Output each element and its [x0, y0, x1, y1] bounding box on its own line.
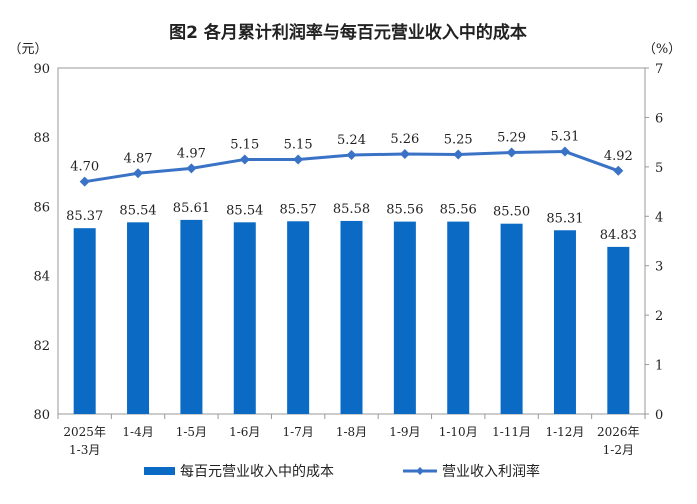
- bar-data-label: 85.61: [173, 201, 210, 216]
- line-data-label: 5.15: [230, 137, 259, 152]
- line-data-label: 4.97: [177, 146, 206, 161]
- right-tick-label: 3: [655, 260, 663, 275]
- x-tick-label: 2025年: [63, 425, 106, 439]
- bar: [500, 223, 523, 414]
- left-tick-label: 90: [33, 62, 50, 77]
- bar-data-label: 85.56: [386, 203, 423, 218]
- line-data-label: 5.25: [444, 133, 473, 148]
- line-data-label: 5.24: [337, 133, 366, 148]
- left-tick-label: 86: [33, 200, 50, 215]
- bar: [393, 221, 416, 414]
- left-tick-label: 88: [33, 131, 50, 146]
- x-tick-label: 1-3月: [69, 443, 100, 457]
- bar: [340, 220, 363, 414]
- bar-data-label: 85.31: [546, 211, 583, 226]
- bar: [553, 230, 576, 414]
- x-tick-label: 1-4月: [122, 425, 153, 439]
- line-data-label: 5.31: [550, 130, 579, 145]
- legend-line-marker: [416, 467, 424, 475]
- line-marker: [613, 165, 624, 176]
- line-marker: [453, 149, 464, 160]
- line-marker: [559, 146, 570, 157]
- x-tick-label: 1-6月: [229, 425, 260, 439]
- line-data-label: 5.29: [497, 131, 526, 146]
- x-tick-label: 2026年: [597, 425, 640, 439]
- line-data-label: 4.70: [70, 160, 99, 175]
- line-data-label: 5.15: [284, 137, 313, 152]
- bar: [607, 246, 630, 414]
- line-marker: [346, 149, 357, 160]
- line-marker: [399, 149, 410, 160]
- line-data-label: 4.92: [604, 149, 633, 164]
- line-marker: [186, 163, 197, 174]
- x-tick-label: 1-12月: [545, 425, 584, 439]
- bar-data-label: 85.56: [440, 203, 477, 218]
- right-tick-label: 5: [655, 161, 663, 176]
- legend-line-label: 营业收入利润率: [442, 463, 540, 480]
- bar-data-label: 85.54: [226, 203, 263, 218]
- bar-data-label: 85.54: [119, 203, 156, 218]
- line-data-label: 5.26: [390, 132, 419, 147]
- right-axis-unit: （%）: [643, 42, 681, 57]
- bar-data-label: 84.83: [600, 228, 637, 243]
- bar: [73, 228, 96, 414]
- bar-data-label: 85.57: [280, 202, 317, 217]
- legend-bar-label: 每百元营业收入中的成本: [180, 464, 334, 480]
- line-marker: [133, 168, 144, 179]
- x-tick-label: 1-11月: [492, 425, 531, 439]
- bar-data-label: 85.37: [66, 209, 103, 224]
- left-axis-unit: （元）: [8, 42, 47, 57]
- bar: [447, 221, 470, 414]
- chart-title: 图2 各月累计利润率与每百元营业收入中的成本: [169, 22, 527, 43]
- x-tick-label: 1-2月: [603, 443, 634, 457]
- right-tick-label: 1: [655, 359, 663, 374]
- bar-data-label: 85.58: [333, 202, 370, 217]
- right-tick-label: 0: [655, 408, 663, 423]
- bar: [127, 222, 150, 414]
- x-tick-label: 1-9月: [389, 425, 420, 439]
- left-tick-label: 80: [33, 408, 50, 423]
- left-tick-label: 82: [33, 339, 50, 354]
- x-tick-label: 1-10月: [439, 425, 478, 439]
- bar: [287, 221, 310, 414]
- bar-data-label: 85.50: [493, 205, 530, 220]
- x-tick-label: 1-5月: [176, 425, 207, 439]
- bar: [233, 222, 256, 414]
- line-marker: [506, 147, 517, 158]
- x-tick-label: 1-7月: [282, 425, 313, 439]
- left-tick-label: 84: [33, 270, 50, 285]
- bar: [180, 219, 203, 414]
- right-tick-label: 7: [655, 62, 663, 77]
- legend-bar-swatch: [144, 467, 175, 475]
- right-tick-label: 2: [655, 309, 663, 324]
- line-marker: [239, 154, 250, 165]
- right-tick-label: 4: [655, 210, 663, 225]
- line-marker: [79, 176, 90, 187]
- right-tick-label: 6: [655, 111, 663, 126]
- line-data-label: 4.87: [124, 151, 153, 166]
- line-marker: [293, 154, 304, 165]
- x-tick-label: 1-8月: [336, 425, 367, 439]
